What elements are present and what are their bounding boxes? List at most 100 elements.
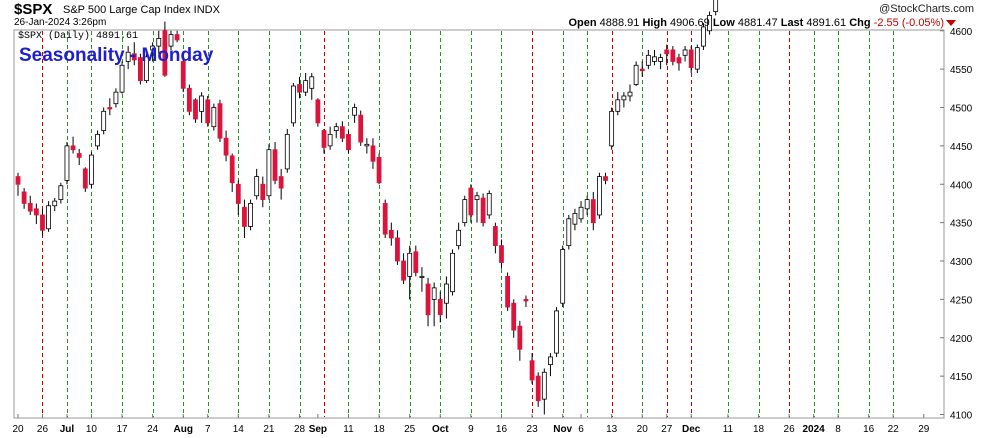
- candle: [707, 11, 712, 35]
- candle-body: [425, 283, 431, 316]
- candle: [150, 42, 156, 62]
- candle: [425, 277, 431, 327]
- candle-body: [584, 199, 590, 210]
- low-label: Low: [712, 17, 735, 29]
- candle: [70, 136, 76, 154]
- candle: [627, 84, 633, 102]
- candle: [131, 42, 137, 66]
- candle: [89, 152, 94, 189]
- candle: [597, 172, 602, 219]
- down-arrow-icon: [946, 20, 956, 26]
- candle: [235, 180, 241, 215]
- candle-body: [658, 57, 663, 62]
- x-tick-label: 18: [374, 424, 386, 435]
- candle-body: [290, 85, 296, 124]
- candle-body: [70, 145, 76, 151]
- candle-body: [645, 54, 651, 66]
- candle-body: [437, 298, 443, 316]
- x-tick-label: 14: [233, 424, 245, 435]
- candle: [474, 191, 480, 223]
- candle: [272, 142, 278, 185]
- candle-body: [211, 107, 217, 128]
- candle-body: [401, 260, 406, 281]
- high-value: 4906.69: [670, 17, 710, 29]
- candle: [535, 372, 541, 407]
- candle: [229, 153, 235, 192]
- monday-lines: [42, 31, 894, 417]
- candle: [15, 172, 21, 196]
- candle: [468, 184, 474, 223]
- candle: [193, 98, 198, 123]
- candle: [486, 190, 492, 219]
- candle: [248, 199, 253, 231]
- candle-body: [339, 126, 345, 139]
- candle-body: [193, 99, 198, 120]
- candle: [52, 198, 58, 212]
- candle: [682, 46, 688, 62]
- candle-body: [701, 26, 706, 47]
- candle: [609, 107, 615, 150]
- candle: [492, 222, 498, 254]
- last-value: 4891.61: [806, 17, 847, 29]
- x-tick-label: 21: [263, 424, 275, 435]
- candle: [560, 245, 566, 308]
- candle-body: [413, 251, 419, 273]
- candle: [437, 291, 443, 323]
- candle: [33, 203, 39, 225]
- x-tick-label: 17: [116, 424, 128, 435]
- candle: [144, 53, 149, 83]
- candle-body: [119, 64, 125, 93]
- candle: [407, 245, 413, 300]
- candle-body: [707, 14, 712, 32]
- candle: [358, 110, 364, 146]
- candle-body: [407, 252, 413, 277]
- candle: [621, 92, 627, 108]
- candle-body: [229, 155, 235, 184]
- candle: [645, 49, 651, 70]
- candle: [168, 30, 174, 50]
- candle: [541, 368, 547, 415]
- candle: [315, 98, 321, 127]
- candle-body: [168, 34, 174, 47]
- candle: [401, 253, 406, 285]
- candle: [346, 130, 351, 154]
- candle: [352, 103, 358, 123]
- candle: [443, 276, 449, 319]
- candle-body: [395, 237, 400, 262]
- candle: [395, 230, 400, 265]
- candle-body: [284, 133, 290, 170]
- candle-body: [52, 200, 58, 207]
- candle: [297, 76, 302, 99]
- x-tick-label: 16: [863, 424, 875, 435]
- candle: [419, 267, 425, 292]
- candle-body: [529, 360, 535, 381]
- candle: [46, 201, 51, 232]
- candle: [107, 98, 113, 116]
- y-tick-label: 4600: [950, 27, 973, 38]
- candle-body: [27, 203, 33, 212]
- candle: [101, 107, 107, 135]
- candle: [658, 53, 663, 70]
- candle: [339, 121, 345, 143]
- candle-body: [376, 156, 382, 184]
- candle-body: [676, 57, 682, 64]
- y-tick-label: 4150: [950, 372, 973, 383]
- candle-body: [156, 38, 162, 47]
- candle-body: [15, 176, 21, 185]
- candle-body: [621, 95, 627, 101]
- candle-body: [309, 76, 315, 89]
- candle-body: [358, 114, 364, 143]
- x-tick-label: Jul: [60, 424, 75, 435]
- x-tick-label: 10: [86, 424, 98, 435]
- candle: [456, 222, 462, 250]
- y-tick-label: 4350: [950, 219, 973, 230]
- candle: [199, 92, 205, 123]
- candle-body: [468, 187, 474, 216]
- candle: [223, 130, 229, 162]
- candle-body: [713, 0, 719, 12]
- candle: [290, 82, 296, 127]
- candle: [309, 72, 315, 100]
- candle: [21, 188, 27, 209]
- ticker-symbol: $SPX: [14, 1, 53, 18]
- candle: [529, 353, 535, 384]
